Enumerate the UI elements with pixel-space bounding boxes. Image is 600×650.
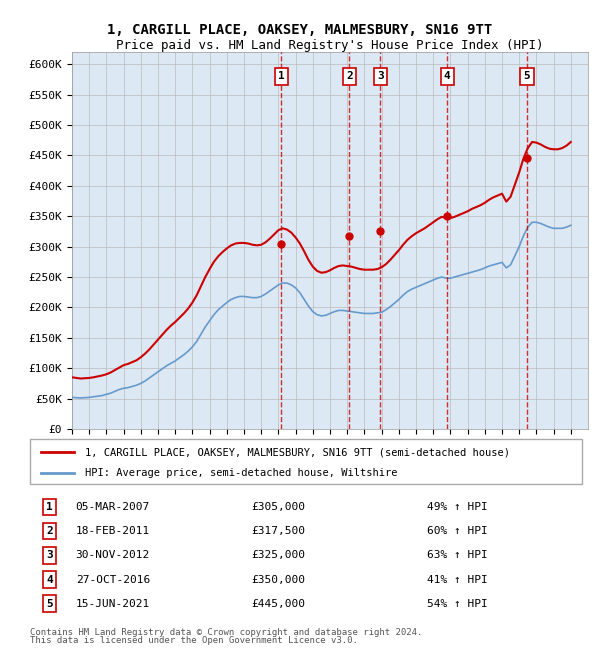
Text: 60% ↑ HPI: 60% ↑ HPI: [427, 526, 488, 536]
Text: 27-OCT-2016: 27-OCT-2016: [76, 575, 150, 584]
Text: 3: 3: [377, 72, 383, 81]
Text: 1, CARGILL PLACE, OAKSEY, MALMESBURY, SN16 9TT (semi-detached house): 1, CARGILL PLACE, OAKSEY, MALMESBURY, SN…: [85, 447, 510, 458]
Title: Price paid vs. HM Land Registry's House Price Index (HPI): Price paid vs. HM Land Registry's House …: [116, 39, 544, 52]
Text: 63% ↑ HPI: 63% ↑ HPI: [427, 551, 488, 560]
Text: HPI: Average price, semi-detached house, Wiltshire: HPI: Average price, semi-detached house,…: [85, 468, 398, 478]
Text: 4: 4: [444, 72, 451, 81]
Text: 2: 2: [46, 526, 53, 536]
Text: £445,000: £445,000: [251, 599, 305, 609]
Text: 49% ↑ HPI: 49% ↑ HPI: [427, 502, 488, 512]
Text: 1, CARGILL PLACE, OAKSEY, MALMESBURY, SN16 9TT: 1, CARGILL PLACE, OAKSEY, MALMESBURY, SN…: [107, 23, 493, 37]
Text: 5: 5: [46, 599, 53, 609]
Text: £305,000: £305,000: [251, 502, 305, 512]
Text: 41% ↑ HPI: 41% ↑ HPI: [427, 575, 488, 584]
Text: 1: 1: [278, 72, 284, 81]
Text: 54% ↑ HPI: 54% ↑ HPI: [427, 599, 488, 609]
Text: 5: 5: [524, 72, 530, 81]
Text: 4: 4: [46, 575, 53, 584]
Text: £317,500: £317,500: [251, 526, 305, 536]
FancyBboxPatch shape: [30, 439, 582, 484]
Text: Contains HM Land Registry data © Crown copyright and database right 2024.: Contains HM Land Registry data © Crown c…: [30, 628, 422, 637]
Text: £350,000: £350,000: [251, 575, 305, 584]
Text: 3: 3: [46, 551, 53, 560]
Text: 15-JUN-2021: 15-JUN-2021: [76, 599, 150, 609]
Text: 05-MAR-2007: 05-MAR-2007: [76, 502, 150, 512]
Text: £325,000: £325,000: [251, 551, 305, 560]
Text: 2: 2: [346, 72, 353, 81]
Text: 1: 1: [46, 502, 53, 512]
Text: 30-NOV-2012: 30-NOV-2012: [76, 551, 150, 560]
Text: This data is licensed under the Open Government Licence v3.0.: This data is licensed under the Open Gov…: [30, 636, 358, 645]
Text: 18-FEB-2011: 18-FEB-2011: [76, 526, 150, 536]
